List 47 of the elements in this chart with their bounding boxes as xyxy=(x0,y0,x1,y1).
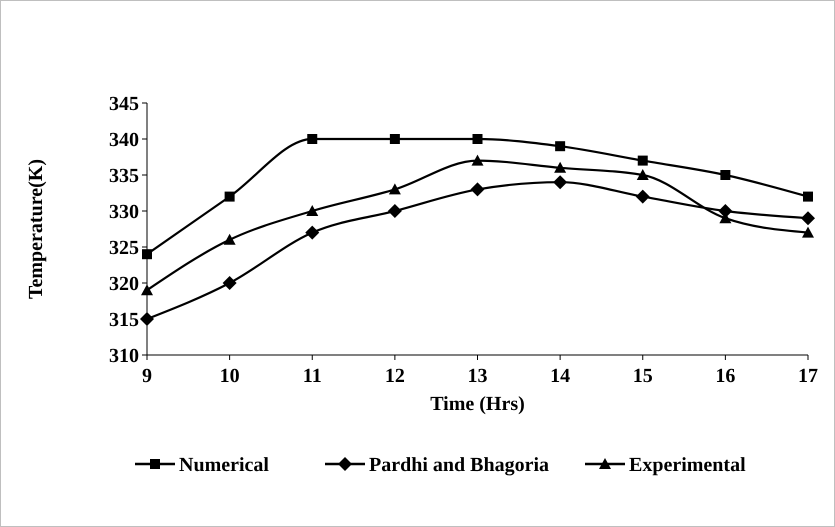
point xyxy=(553,175,568,190)
point xyxy=(636,190,650,204)
x-tick-label: 15 xyxy=(632,365,653,387)
x-tick-label: 16 xyxy=(715,365,736,387)
x-tick-label: 9 xyxy=(142,365,152,387)
point xyxy=(472,154,484,166)
point xyxy=(472,134,482,144)
y-tick-label: 330 xyxy=(109,201,139,223)
y-axis-title: Temperature(K) xyxy=(25,159,47,299)
point xyxy=(801,211,815,226)
point xyxy=(390,134,400,144)
legend-label: Pardhi and Bhagoria xyxy=(369,454,550,476)
x-tick-label: 13 xyxy=(468,365,488,387)
point xyxy=(388,204,402,218)
point xyxy=(306,205,318,216)
point xyxy=(388,183,401,194)
x-tick-label: 17 xyxy=(798,365,818,387)
y-tick-label: 340 xyxy=(109,129,139,151)
point xyxy=(803,192,813,202)
x-tick-label: 12 xyxy=(384,365,405,387)
point xyxy=(554,162,566,173)
point xyxy=(140,312,154,326)
y-tick-label: 335 xyxy=(109,165,139,187)
legend-label: Experimental xyxy=(629,454,746,476)
point xyxy=(224,234,236,245)
x-tick-label: 11 xyxy=(302,365,322,387)
x-tick-label: 10 xyxy=(220,365,240,387)
legend-label: Numerical xyxy=(179,454,270,476)
point xyxy=(222,276,237,290)
x-tick-label: 14 xyxy=(550,365,570,387)
point xyxy=(470,182,484,196)
y-tick-label: 325 xyxy=(109,237,139,259)
point xyxy=(224,192,235,202)
point xyxy=(307,134,318,144)
point xyxy=(638,156,648,166)
y-tick-label: 315 xyxy=(109,309,139,331)
point xyxy=(802,226,814,238)
point xyxy=(305,226,320,240)
point xyxy=(636,169,649,180)
y-tick-label: 345 xyxy=(109,93,139,115)
point xyxy=(720,170,730,180)
point xyxy=(142,249,152,260)
y-tick-label: 320 xyxy=(109,273,139,295)
point xyxy=(141,284,153,296)
y-tick-label: 310 xyxy=(109,345,139,367)
x-axis-title: Time (Hrs) xyxy=(430,393,525,415)
point xyxy=(555,141,566,152)
